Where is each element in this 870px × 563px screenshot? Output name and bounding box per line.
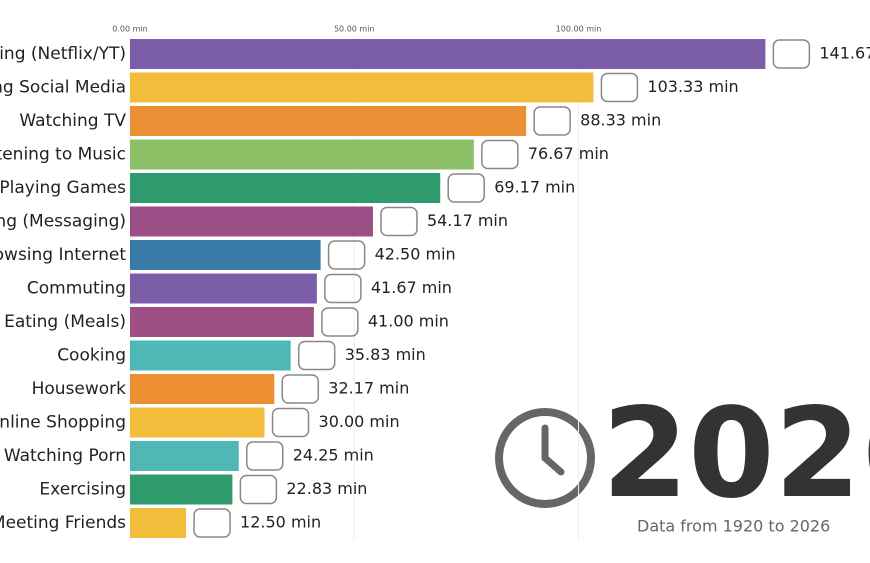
bar — [130, 273, 317, 304]
x-tick-label: 50.00 min — [334, 25, 375, 34]
value-label: 42.50 min — [375, 245, 456, 264]
icon — [246, 441, 284, 471]
category-label: Playing Games — [0, 178, 126, 198]
bar — [130, 173, 441, 203]
icon — [447, 173, 485, 203]
value-label: 76.67 min — [528, 144, 609, 163]
category-label: ning (Netflix/YT) — [0, 44, 126, 64]
category-label: Meeting Friends — [0, 513, 126, 533]
category-label: owsing Internet — [0, 245, 126, 265]
value-label: 30.00 min — [319, 412, 400, 431]
category-label: Watching Porn — [4, 446, 126, 466]
clock-face — [495, 408, 595, 508]
category-label: Online Shopping — [0, 413, 126, 433]
value-label: 24.25 min — [293, 446, 374, 465]
icon — [533, 106, 571, 136]
icon — [772, 39, 811, 69]
icon — [193, 508, 231, 538]
value-label: 54.17 min — [427, 211, 508, 230]
icon — [321, 307, 359, 337]
value-label: 35.83 min — [345, 345, 426, 364]
category-label: Cooking — [57, 346, 126, 366]
value-label: 41.67 min — [371, 278, 452, 297]
clock-icon — [495, 408, 595, 508]
category-label: Commuting — [27, 279, 126, 299]
x-tick-label: 100.00 min — [556, 25, 602, 34]
value-label: 103.33 min — [647, 77, 738, 96]
icon — [324, 273, 362, 304]
icon — [600, 72, 639, 103]
value-label: 41.00 min — [368, 312, 449, 331]
bar — [130, 72, 594, 103]
icon — [327, 240, 366, 270]
bar — [130, 39, 766, 69]
bar — [130, 240, 321, 270]
value-label: 88.33 min — [580, 111, 661, 130]
icon — [297, 340, 336, 371]
caption: Data from 1920 to 2026 — [637, 517, 830, 536]
bar — [130, 206, 373, 237]
category-label: Watching TV — [19, 111, 126, 131]
bar — [130, 441, 239, 471]
icon — [380, 206, 418, 237]
bar — [130, 106, 527, 136]
icon — [281, 374, 320, 404]
category-label: ng Social Media — [0, 78, 126, 98]
clock-hand — [541, 454, 565, 476]
icon — [239, 474, 278, 505]
bar — [130, 508, 187, 538]
value-label: 22.83 min — [286, 479, 367, 498]
bar — [130, 407, 265, 438]
category-label: Eating (Meals) — [4, 312, 126, 332]
value-label: 141.67 — [819, 44, 870, 63]
bar — [130, 474, 233, 505]
category-label: Housework — [32, 379, 127, 399]
bar — [130, 307, 314, 337]
year: 2026 — [602, 382, 870, 526]
bar — [130, 374, 275, 404]
icon — [271, 407, 310, 438]
category-label: Exercising — [39, 480, 126, 500]
bar — [130, 340, 291, 371]
value-label: 32.17 min — [328, 379, 409, 398]
icon — [481, 139, 519, 170]
category-label: stening to Music — [0, 145, 126, 165]
bar — [130, 139, 474, 170]
category-label: ing (Messaging) — [0, 212, 126, 232]
value-label: 12.50 min — [240, 513, 321, 532]
value-label: 69.17 min — [494, 178, 575, 197]
x-tick-label: 0.00 min — [112, 25, 147, 34]
